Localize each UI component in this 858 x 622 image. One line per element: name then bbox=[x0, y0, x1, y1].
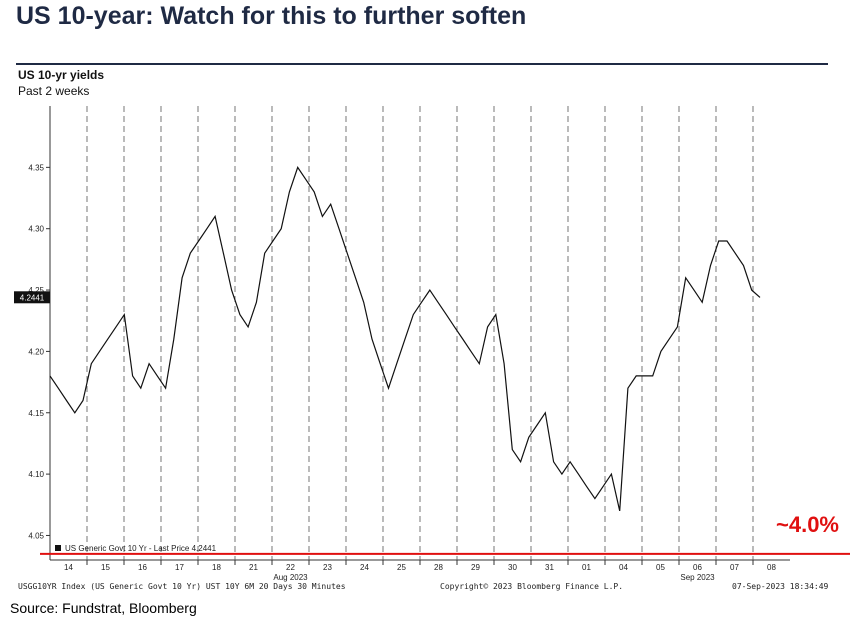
x-tick-label: 06 bbox=[693, 563, 702, 572]
footer-copyright: Copyright© 2023 Bloomberg Finance L.P. bbox=[440, 582, 624, 591]
x-tick-label: 29 bbox=[471, 563, 480, 572]
yield-series-line bbox=[49, 166, 761, 512]
footer-timestamp: 07-Sep-2023 18:34:49 bbox=[732, 582, 829, 591]
header-divider bbox=[16, 63, 828, 65]
x-tick-label: 31 bbox=[545, 563, 554, 572]
footer-index-description: USGG10YR Index (US Generic Govt 10 Yr) U… bbox=[18, 582, 346, 591]
chart-title: US 10-yr yields bbox=[18, 68, 105, 82]
x-tick-label: 14 bbox=[64, 563, 73, 572]
y-tick-label: 4.15 bbox=[28, 409, 44, 418]
x-tick-label: 24 bbox=[360, 563, 369, 572]
last-price-label: 4.2441 bbox=[20, 293, 45, 302]
target-label: ~4.0% bbox=[776, 512, 839, 537]
x-tick-label: 15 bbox=[101, 563, 110, 572]
x-tick-label: 16 bbox=[138, 563, 147, 572]
x-tick-label: 22 bbox=[286, 563, 295, 572]
x-tick-label: 18 bbox=[212, 563, 221, 572]
legend-swatch bbox=[55, 545, 61, 551]
y-tick-label: 4.25 bbox=[28, 286, 44, 295]
y-tick-label: 4.20 bbox=[28, 347, 44, 356]
x-tick-label: 01 bbox=[582, 563, 591, 572]
y-tick-label: 4.10 bbox=[28, 470, 44, 479]
month-label: Aug 2023 bbox=[273, 573, 308, 582]
source-note: Source: Fundstrat, Bloomberg bbox=[10, 600, 197, 616]
x-tick-label: 21 bbox=[249, 563, 258, 572]
y-tick-label: 4.30 bbox=[28, 225, 44, 234]
month-label: Sep 2023 bbox=[680, 573, 715, 582]
x-tick-label: 30 bbox=[508, 563, 517, 572]
x-tick-label: 23 bbox=[323, 563, 332, 572]
y-tick-label: 4.05 bbox=[28, 531, 44, 540]
x-tick-label: 08 bbox=[767, 563, 776, 572]
chart-subtitle: Past 2 weeks bbox=[18, 84, 90, 98]
headline: US 10-year: Watch for this to further so… bbox=[16, 2, 527, 30]
legend-entry: US Generic Govt 10 Yr - Last Price 4.244… bbox=[65, 544, 217, 553]
last-price-badge bbox=[14, 291, 50, 304]
x-tick-label: 07 bbox=[730, 563, 739, 572]
x-tick-label: 04 bbox=[619, 563, 628, 572]
x-tick-label: 05 bbox=[656, 563, 665, 572]
y-tick-label: 4.35 bbox=[28, 163, 44, 172]
x-tick-label: 25 bbox=[397, 563, 406, 572]
x-tick-label: 17 bbox=[175, 563, 184, 572]
x-tick-label: 28 bbox=[434, 563, 443, 572]
